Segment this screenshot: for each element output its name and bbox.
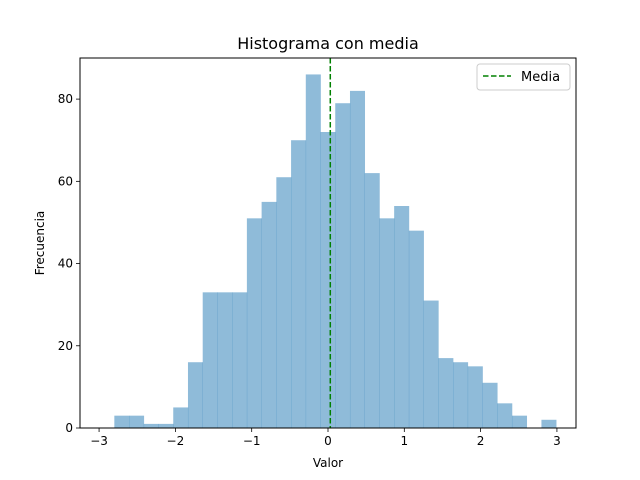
x-tick-label: −3 — [90, 434, 108, 448]
y-tick-label: 60 — [58, 174, 73, 188]
histogram-bar — [364, 173, 380, 428]
histogram-bar — [202, 292, 218, 428]
histogram-bars — [114, 74, 557, 428]
x-tick-label: −1 — [243, 434, 261, 448]
y-tick-label: 80 — [58, 92, 73, 106]
y-tick-label: 40 — [58, 257, 73, 271]
histogram-bar — [129, 415, 145, 428]
legend-label-media: Media — [521, 70, 560, 85]
histogram-bar — [246, 218, 262, 428]
histogram-bar — [261, 201, 277, 428]
legend: Media — [476, 63, 571, 91]
histogram-bar — [482, 382, 498, 428]
histogram-bar — [438, 358, 454, 428]
histogram-bar — [335, 103, 351, 428]
histogram-bar — [217, 292, 233, 428]
histogram-bar — [511, 415, 528, 428]
x-tick-label: 0 — [324, 434, 332, 448]
histogram-bar — [349, 90, 366, 428]
histogram-bar — [467, 366, 483, 428]
histogram-bar — [291, 140, 307, 428]
histogram-bar — [143, 423, 159, 428]
y-axis-label: Frecuencia — [33, 211, 47, 276]
chart-title: Histograma con media — [237, 34, 419, 53]
x-tick-label: 1 — [400, 434, 408, 448]
x-tick-label: −2 — [167, 434, 185, 448]
histogram-bar — [158, 423, 174, 428]
histogram-bar — [408, 230, 424, 428]
histogram-bar — [423, 300, 439, 428]
histogram-bar — [187, 362, 204, 428]
histogram-bar — [541, 419, 557, 428]
histogram-bar — [379, 218, 395, 428]
histogram-bar — [320, 132, 336, 428]
x-tick-label: 2 — [477, 434, 485, 448]
y-tick-label: 0 — [65, 421, 73, 435]
histogram-bar — [394, 206, 410, 428]
histogram-bar — [173, 407, 189, 428]
histogram-bar — [232, 292, 248, 428]
x-axis-ticks: −3 −2 −1 0 1 2 3 — [90, 428, 561, 448]
x-axis-label: Valor — [313, 456, 343, 470]
y-axis-ticks: 0 20 40 60 80 — [58, 92, 80, 435]
histogram-bar — [305, 74, 321, 428]
y-tick-label: 20 — [58, 339, 73, 353]
histogram-bar — [276, 177, 292, 428]
histogram-bar — [114, 415, 130, 428]
x-tick-label: 3 — [553, 434, 561, 448]
histogram-bar — [497, 403, 513, 428]
legend-box — [476, 63, 571, 91]
histogram-bar — [453, 362, 469, 428]
